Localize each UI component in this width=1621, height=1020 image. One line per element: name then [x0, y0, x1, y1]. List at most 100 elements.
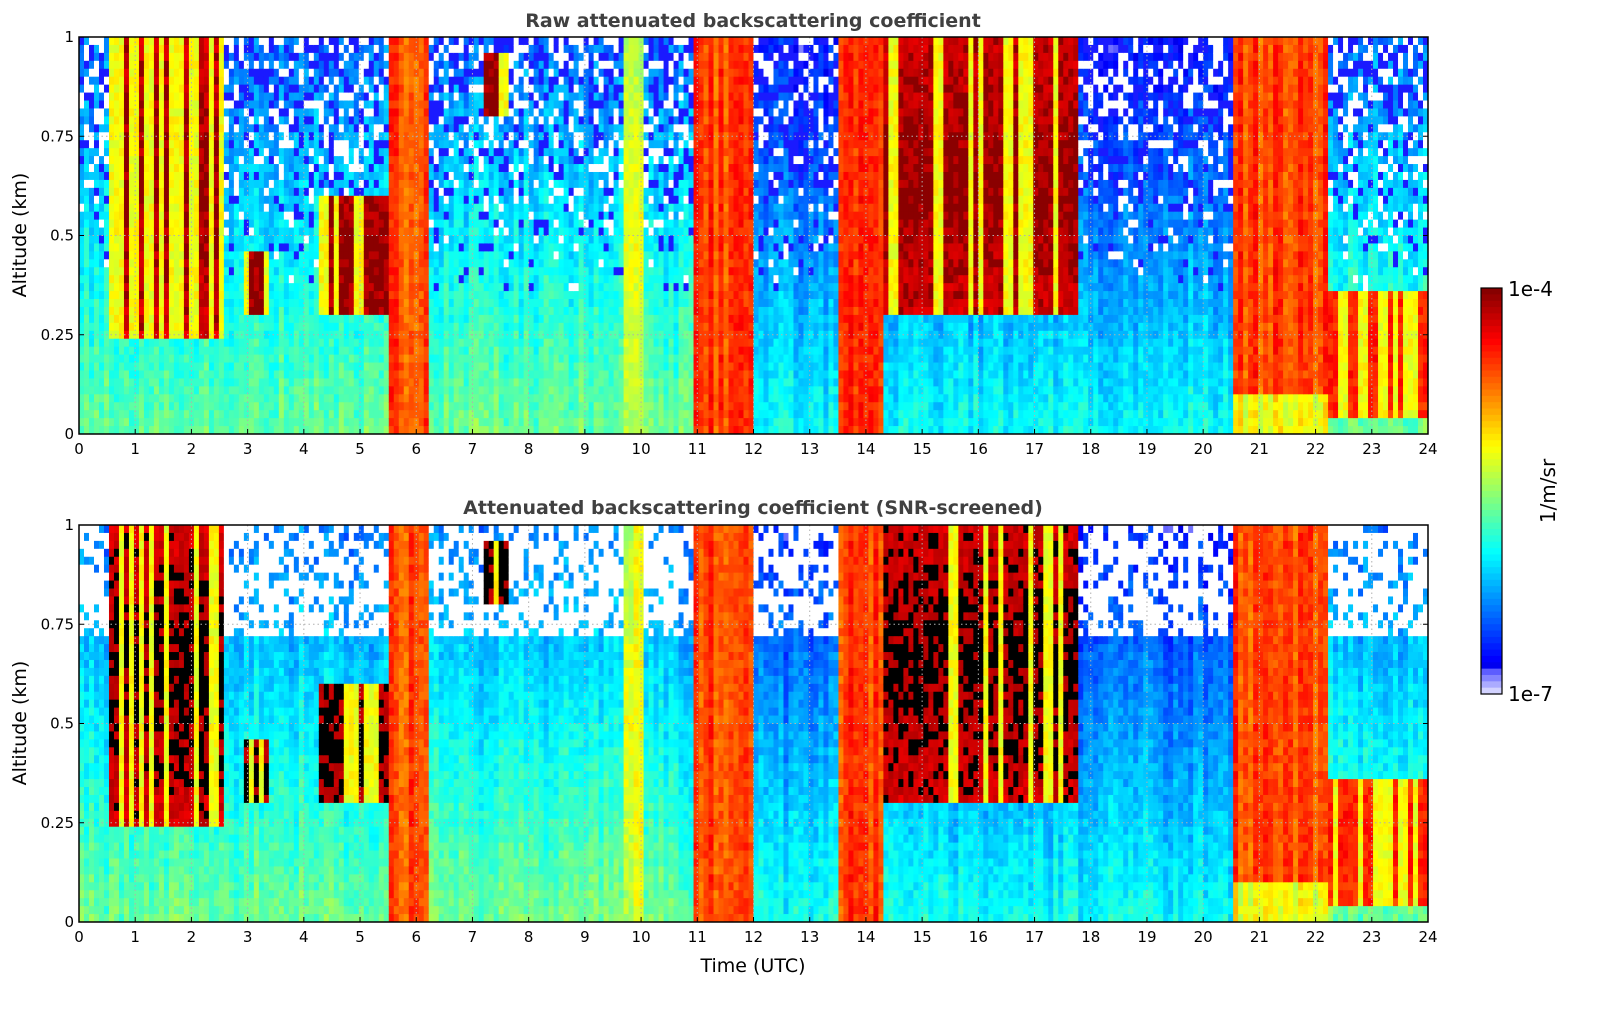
heatmap-cell [318, 164, 325, 173]
heatmap-cell [383, 37, 390, 46]
heatmap-cell [258, 314, 265, 324]
heatmap-cell [558, 394, 565, 403]
heatmap-cell [423, 219, 430, 229]
heatmap-cell [563, 52, 570, 62]
heatmap-cell [383, 370, 390, 380]
heatmap-cell [123, 37, 130, 46]
heatmap-cell [383, 243, 390, 252]
heatmap-cell [333, 322, 340, 332]
heatmap-cell [283, 195, 290, 205]
heatmap-cell [348, 418, 355, 427]
heatmap-cell [563, 418, 570, 427]
heatmap-cell [313, 148, 320, 157]
heatmap-cell [573, 394, 580, 403]
heatmap-cell [153, 140, 160, 149]
heatmap-cell [188, 378, 195, 387]
heatmap-cell [493, 60, 500, 70]
heatmap-cell [143, 187, 150, 197]
heatmap-cell [448, 227, 455, 237]
heatmap-cell [503, 243, 510, 252]
heatmap-cell [313, 92, 320, 102]
heatmap-cell [123, 108, 130, 117]
heatmap-cell [293, 76, 300, 86]
heatmap-cell [523, 346, 530, 356]
heatmap-cell [348, 76, 355, 86]
heatmap-cell [473, 426, 480, 434]
heatmap-cell [378, 100, 385, 110]
heatmap-cell [233, 76, 240, 86]
heatmap-cell [148, 410, 155, 419]
heatmap-cell [88, 370, 95, 380]
heatmap-cell [573, 84, 580, 94]
heatmap-cell [428, 124, 435, 133]
heatmap-cell [98, 92, 105, 102]
heatmap-cell [318, 195, 325, 205]
heatmap-cell [443, 108, 450, 117]
heatmap-cell [233, 164, 240, 173]
heatmap-cell [443, 275, 450, 284]
heatmap-cell [213, 124, 220, 133]
heatmap-cell [513, 243, 520, 252]
heatmap-cell [228, 84, 235, 94]
heatmap-cell [538, 156, 545, 165]
heatmap-cell [383, 76, 390, 86]
heatmap-cell [468, 148, 475, 157]
heatmap-cell [153, 76, 160, 86]
heatmap-cell [343, 195, 350, 205]
heatmap-cell [178, 52, 185, 62]
heatmap-cell [348, 394, 355, 403]
heatmap-cell [513, 187, 520, 197]
heatmap-cell [133, 179, 140, 189]
heatmap-cell [373, 314, 380, 324]
heatmap-cell [488, 386, 495, 395]
heatmap-cell [238, 235, 245, 245]
heatmap-cell [473, 386, 480, 395]
heatmap-cell [233, 37, 240, 46]
heatmap-cell [543, 68, 550, 78]
heatmap-cell [423, 164, 430, 173]
heatmap-cell [308, 299, 315, 308]
heatmap-cell [213, 299, 220, 308]
heatmap-cell [223, 338, 230, 348]
heatmap-cell [543, 140, 550, 149]
heatmap-cell [318, 44, 325, 54]
heatmap-cell [338, 330, 345, 340]
heatmap-cell [573, 179, 580, 189]
heatmap-cell [483, 76, 490, 86]
heatmap-cell [398, 37, 405, 46]
heatmap-cell [333, 426, 340, 434]
heatmap-cell [538, 378, 545, 387]
heatmap-cell [308, 132, 315, 141]
heatmap-cell [318, 148, 325, 157]
heatmap-cell [313, 235, 320, 245]
heatmap-cell [308, 60, 315, 70]
heatmap-cell [463, 116, 470, 125]
heatmap-cell [463, 410, 470, 419]
heatmap-cell [473, 259, 480, 268]
heatmap-cell [198, 171, 205, 181]
heatmap-cell [528, 44, 535, 54]
heatmap-cell [108, 418, 115, 427]
heatmap-cell [493, 211, 500, 221]
heatmap-cell [158, 267, 165, 276]
heatmap-cell [558, 116, 565, 125]
heatmap-cell [563, 148, 570, 157]
heatmap-cell [393, 410, 400, 419]
heatmap-cell [253, 410, 260, 419]
heatmap-cell [488, 410, 495, 419]
heatmap-cell [388, 211, 395, 221]
heatmap-cell [533, 76, 540, 86]
heatmap-cell [288, 108, 295, 117]
heatmap-cell [433, 314, 440, 324]
heatmap-cell [208, 171, 215, 181]
heatmap-cell [473, 116, 480, 125]
heatmap-cell [528, 314, 535, 324]
heatmap-cell [458, 108, 465, 117]
heatmap-cell [538, 251, 545, 260]
heatmap-cell [113, 195, 120, 205]
heatmap-cell [568, 243, 575, 252]
heatmap-cell [503, 394, 510, 403]
heatmap-cell [388, 116, 395, 125]
heatmap-cell [243, 322, 250, 332]
heatmap-cell [433, 187, 440, 197]
